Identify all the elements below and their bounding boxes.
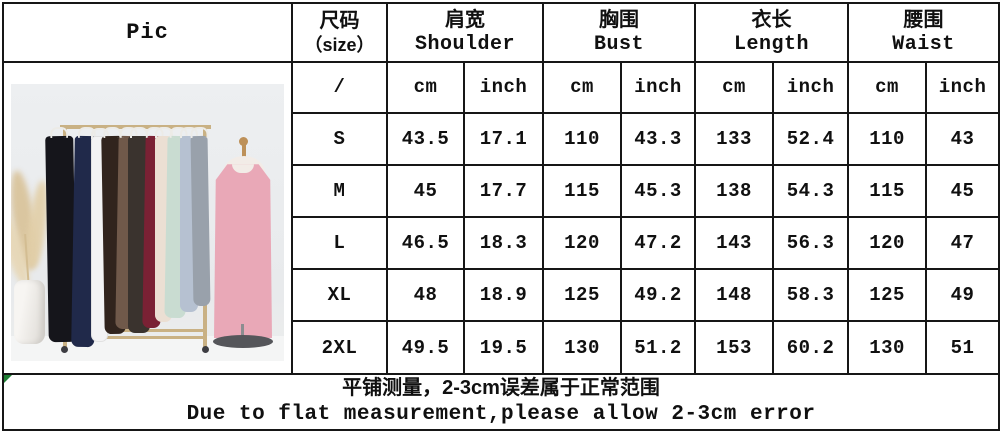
table-row: 2XL 49.5 19.5 130 51.2 153 60.2 130 51 — [3, 320, 1000, 375]
bust-column-header: 胸围 Bust — [542, 1, 697, 64]
unit-row-size-cell: / — [291, 61, 388, 114]
size-column-header: 尺码 （size） — [291, 1, 388, 64]
bust-header-en: Bust — [594, 33, 645, 57]
measurement-cell: 47 — [925, 215, 1000, 271]
measurement-cell: 153 — [694, 320, 775, 375]
shoulder-header-cn: 肩宽 — [445, 9, 485, 32]
measurement-cell: 138 — [694, 163, 775, 218]
mannequin-pole — [241, 324, 244, 341]
measurement-cell: 49 — [925, 268, 1000, 323]
measurement-cell: 130 — [542, 320, 623, 375]
size-label-cell: 2XL — [291, 320, 388, 375]
measurement-cell: 49.5 — [386, 320, 465, 375]
measurement-cell: 45 — [386, 163, 465, 218]
unit-cell: inch — [925, 61, 1000, 114]
measurement-cell: 18.3 — [462, 215, 545, 271]
length-column-header: 衣长 Length — [694, 1, 850, 64]
measurement-cell: 52.4 — [772, 111, 850, 166]
measurement-cell: 120 — [542, 215, 623, 271]
measurement-cell: 51.2 — [620, 320, 697, 375]
mannequin-neck — [242, 145, 246, 159]
measurement-cell: 18.9 — [462, 268, 545, 323]
measurement-cell: 51 — [925, 320, 1000, 375]
measurement-cell: 110 — [847, 111, 928, 166]
mannequin-neck-knob — [239, 137, 248, 147]
measurement-cell: 54.3 — [772, 163, 850, 218]
size-header-en: （size） — [304, 34, 375, 55]
size-label-cell: XL — [291, 268, 388, 323]
measurement-note-cn: 平铺测量，2-3cm误差属于正常范围 — [342, 377, 660, 400]
measurement-cell: 49.2 — [620, 268, 697, 323]
measurement-note-cell: 平铺测量，2-3cm误差属于正常范围 Due to flat measureme… — [1, 372, 1000, 432]
rack-wheel — [61, 346, 68, 354]
measurement-cell: 47.2 — [620, 215, 697, 271]
size-label-cell: L — [291, 215, 388, 271]
table-row: L 46.5 18.3 120 47.2 143 56.3 120 47 — [3, 215, 1000, 271]
measurement-cell: 45 — [925, 163, 1000, 218]
measurement-cell: 17.1 — [462, 111, 545, 166]
measurement-cell: 58.3 — [772, 268, 850, 323]
vase — [14, 280, 45, 345]
measurement-cell: 120 — [847, 215, 928, 271]
table-row: S 43.5 17.1 110 43.3 133 52.4 110 43 — [3, 111, 1000, 166]
clothes-rack-lower-bar — [64, 336, 206, 340]
measurement-cell: 125 — [542, 268, 623, 323]
pic-column-header: Pic — [2, 1, 293, 64]
shoulder-header-en: Shoulder — [415, 33, 516, 57]
measurement-cell: 148 — [694, 268, 775, 323]
measurement-cell: 143 — [694, 215, 775, 271]
rack-wheel — [202, 346, 209, 354]
unit-cell: inch — [772, 61, 850, 114]
waist-header-cn: 腰围 — [903, 9, 944, 32]
measurement-cell: 56.3 — [772, 215, 850, 271]
measurement-note-en: Due to flat measurement,please allow 2-3… — [186, 403, 816, 427]
measurement-cell: 19.5 — [462, 320, 545, 375]
size-label-cell: M — [291, 163, 388, 218]
measurement-cell: 17.7 — [462, 163, 545, 218]
unit-cell: cm — [542, 61, 623, 114]
measurement-cell: 125 — [847, 268, 928, 323]
length-header-cn: 衣长 — [751, 9, 792, 32]
mannequin-pink-dress — [214, 164, 272, 339]
measurement-cell: 43.3 — [620, 111, 697, 166]
unit-cell: cm — [386, 61, 465, 114]
waist-header-en: Waist — [892, 33, 955, 57]
measurement-cell: 133 — [694, 111, 775, 166]
measurement-cell: 115 — [542, 163, 623, 218]
product-photo-cell — [2, 61, 293, 375]
product-photo — [11, 84, 284, 362]
table-row: M 45 17.7 115 45.3 138 54.3 115 45 — [3, 163, 1000, 218]
length-header-en: Length — [734, 33, 810, 57]
unit-cell: cm — [847, 61, 928, 114]
unit-cell: inch — [620, 61, 697, 114]
green-corner-marker-icon — [4, 374, 12, 383]
measurement-cell: 43.5 — [386, 111, 465, 166]
measurement-cell: 60.2 — [772, 320, 850, 375]
bust-header-cn: 胸围 — [599, 9, 640, 32]
measurement-cell: 110 — [542, 111, 623, 166]
table-row: XL 48 18.9 125 49.2 148 58.3 125 49 — [3, 268, 1000, 323]
measurement-cell: 46.5 — [386, 215, 465, 271]
measurement-cell: 115 — [847, 163, 928, 218]
measurement-cell: 43 — [925, 111, 1000, 166]
shoulder-column-header: 肩宽 Shoulder — [385, 1, 545, 64]
measurement-cell: 45.3 — [620, 163, 697, 218]
measurement-cell: 130 — [847, 320, 928, 375]
waist-column-header: 腰围 Waist — [847, 1, 1000, 64]
hanging-dress-gray — [190, 136, 211, 307]
unit-cell: inch — [462, 61, 545, 114]
unit-cell: cm — [694, 61, 775, 114]
size-label-cell: S — [291, 111, 388, 166]
mannequin-base — [213, 335, 273, 349]
size-header-cn: 尺码 — [319, 9, 360, 32]
measurement-cell: 48 — [386, 268, 465, 323]
